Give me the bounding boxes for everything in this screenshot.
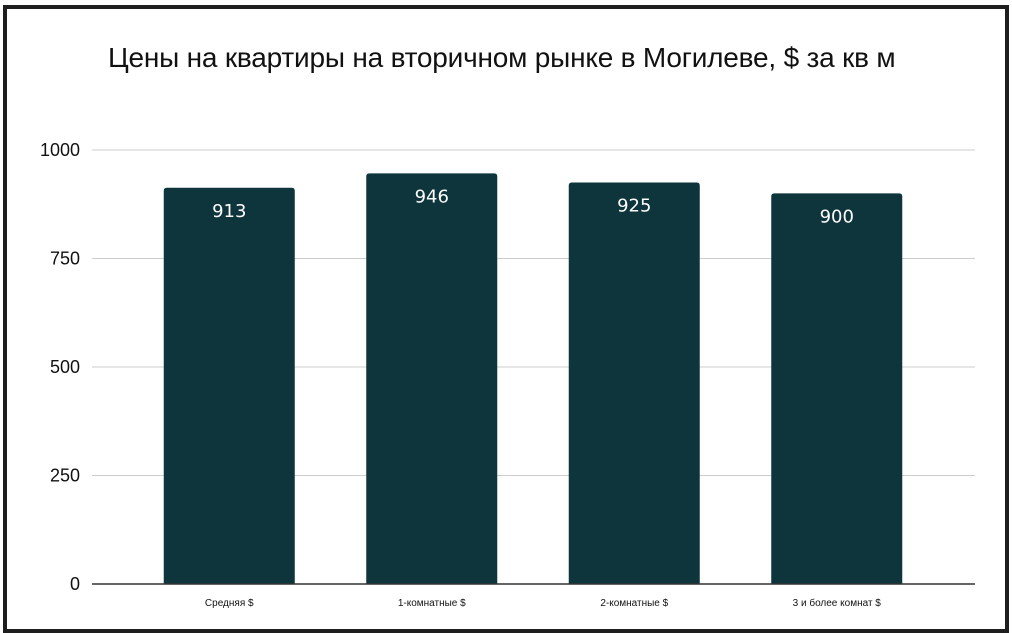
y-axis-ticks: 0 250 500 750 1000: [40, 140, 80, 594]
data-label: 900: [820, 206, 854, 227]
x-axis-labels: Средняя $ 1-комнатные $ 2-комнатные $ 3 и б…: [205, 597, 881, 609]
x-tick-label: 1-комнатные $: [398, 598, 466, 609]
data-label: 946: [415, 186, 449, 207]
data-label: 925: [617, 196, 651, 217]
bar: [163, 187, 295, 584]
chart-title: Цены на квартиры на вторичном рынке в Мо…: [108, 42, 896, 73]
y-tick-label: 250: [50, 466, 80, 486]
data-labels: 913 946 925 900: [212, 186, 854, 227]
x-tick-label: 2-комнатные $: [600, 598, 668, 609]
x-tick-label: Средняя $: [205, 598, 254, 609]
bar: [568, 182, 700, 585]
bar: [771, 193, 903, 584]
y-tick-label: 500: [50, 357, 80, 377]
y-tick-label: 0: [70, 574, 80, 594]
y-tick-label: 750: [50, 249, 80, 269]
bar: [366, 173, 498, 584]
data-label: 913: [212, 201, 246, 222]
bars: [163, 173, 903, 585]
y-tick-label: 1000: [40, 140, 80, 160]
x-tick-label: 3 и более комнат $: [793, 597, 882, 609]
